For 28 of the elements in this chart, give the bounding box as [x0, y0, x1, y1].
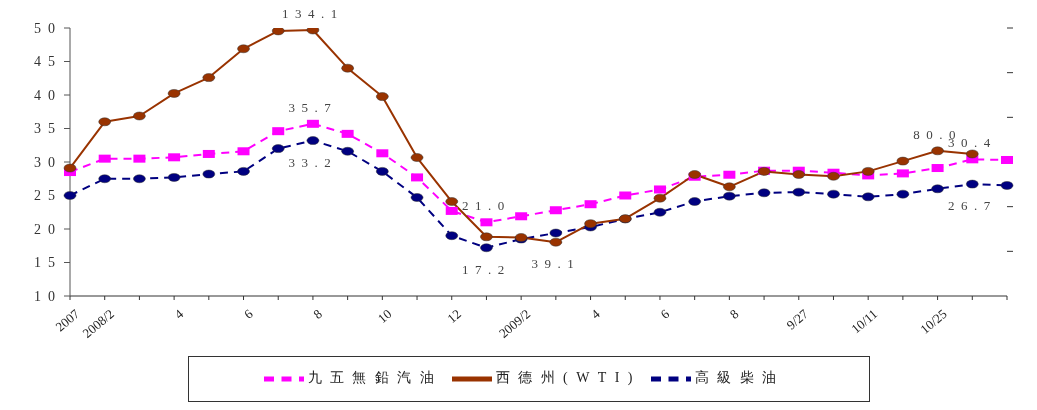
y-tick-label: 15: [34, 255, 62, 271]
data-label: 35.7: [288, 99, 338, 115]
y-tick-label: 45: [34, 54, 62, 70]
data-label: 39.1: [531, 256, 581, 272]
y-tick-label: 50: [34, 20, 62, 36]
x-tick-label: 8: [726, 306, 742, 322]
x-tick-label: 9/27: [783, 305, 812, 333]
x-tick-label: 10: [374, 306, 395, 326]
y-tick-label: 40: [34, 87, 62, 103]
legend-label: 九五無鉛汽油: [307, 370, 442, 386]
x-tick-label: 6: [240, 305, 256, 322]
x-tick-label: 4: [588, 305, 604, 322]
y-tick-label: 25: [34, 188, 62, 204]
data-label: 17.2: [462, 261, 511, 277]
data-label: 21.0: [462, 198, 511, 214]
y-tick-label: 30: [34, 154, 62, 170]
y-tick-label: 20: [34, 221, 62, 237]
legend-label: 西德州(WTI): [495, 370, 641, 386]
legend-label: 高級柴油: [694, 370, 785, 386]
x-tick-label: 6: [657, 305, 673, 322]
data-label: 26.7: [947, 198, 997, 214]
x-tick-label: 8: [310, 306, 326, 322]
x-tick-label: 4: [171, 305, 187, 322]
y-tick-label: 10: [34, 288, 62, 304]
x-tick-label: 12: [444, 306, 464, 326]
data-label: 33.2: [288, 154, 338, 170]
y-tick-label: 35: [34, 121, 62, 137]
data-label: 134.1: [282, 6, 344, 22]
